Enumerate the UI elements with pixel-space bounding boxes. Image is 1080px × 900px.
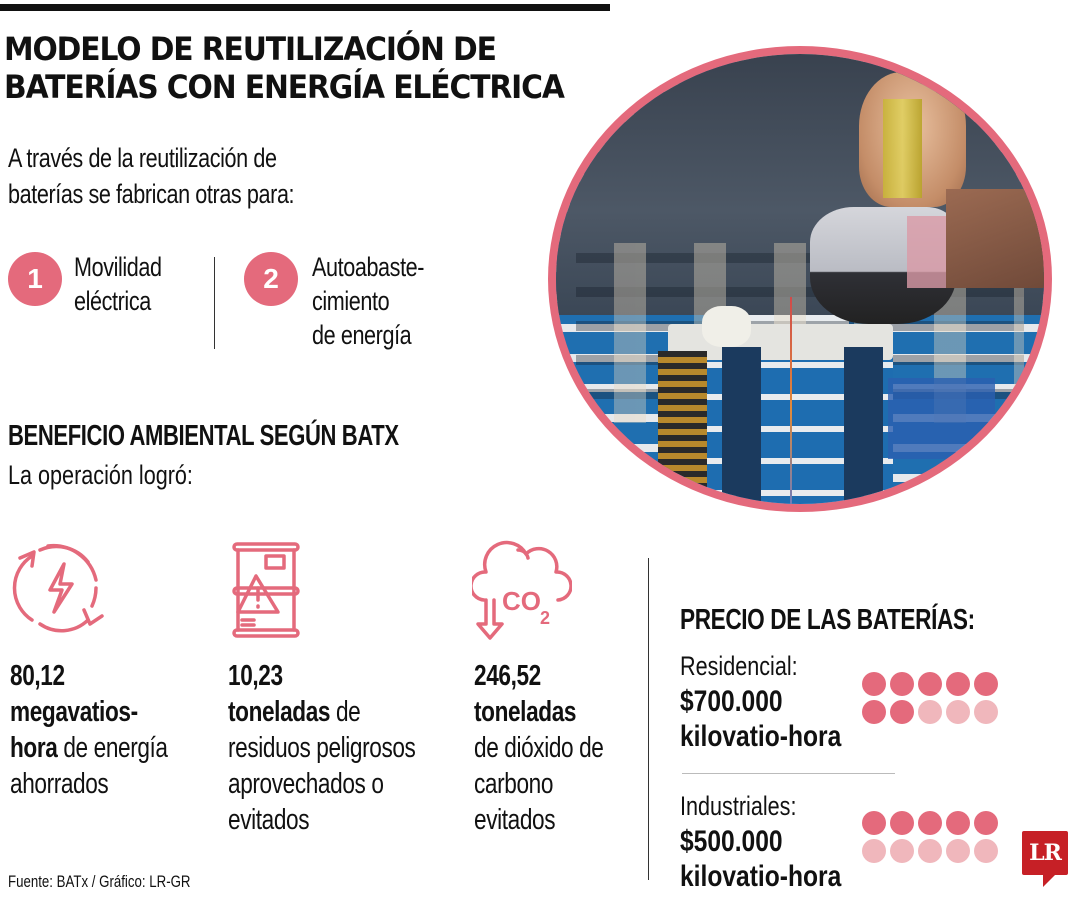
dot-filled [890,811,914,835]
price-industrial-unit: kilovatio-hora [680,860,842,893]
dot-filled [890,672,914,696]
photo-wires [790,297,793,504]
use-item-self-supply: Autoabaste- cimiento de energía [312,250,488,352]
top-rule [0,4,610,11]
dot-filled [918,811,942,835]
use-2-line-3: de energía [312,320,412,350]
dot-filled [862,672,886,696]
use-2-line-1: Autoabaste- [312,252,425,282]
battery-assembly-photo [548,46,1052,512]
photo-arm [946,189,1044,288]
price-industrial-dots [862,811,998,863]
dot-empty [918,839,942,863]
photo-content [556,54,1044,504]
lr-logo: LR [1022,831,1068,875]
dot-filled [946,811,970,835]
stat-co2-value: 246,52 [474,660,541,692]
price-residential-unit: kilovatio-hora [680,720,842,753]
photo-blue-box [887,378,996,459]
prices-divider [648,558,649,880]
intro-line-1: A través de la reutilización de [8,143,277,173]
stat-energy-saved: 80,12 megavatios- hora de energía ahorra… [10,658,205,802]
price-industrial-label: Industriales: [680,791,797,821]
benefits-heading: BENEFICIO AMBIENTAL SEGÚN BATX [8,420,399,452]
intro-line-2: baterías se fabrican otras para: [8,179,295,209]
dot-filled [974,811,998,835]
prices-heading: PRECIO DE LAS BATERÍAS: [680,604,975,636]
dot-empty [946,700,970,724]
stat-energy-unit-1: megavatios- [10,696,138,728]
use-number-2: 2 [263,263,279,294]
use-1-line-1: Movilidad [74,252,162,282]
stat-co2-desc-2: carbono [474,768,554,800]
hazardous-barrel-icon [232,542,300,638]
dot-filled [946,672,970,696]
uses-divider [214,257,215,349]
use-1-line-2: eléctrica [74,286,151,316]
stat-co2-unit: toneladas [474,696,577,728]
stat-hazardous-waste: 10,23 toneladas de residuos peligrosos a… [228,658,423,838]
stat-energy-unit-2: hora [10,732,58,764]
dot-empty [862,839,886,863]
dot-empty [918,700,942,724]
photo-frame-left [721,346,761,504]
lr-logo-text: LR [1029,840,1062,866]
price-residential-dots [862,672,998,724]
photo-tool [882,99,922,198]
photo-battery-cap [702,306,752,347]
stat-waste-unit: toneladas [228,696,331,728]
source-credit: Fuente: BATx / Gráfico: LR-GR [8,872,191,891]
dot-empty [974,839,998,863]
dot-empty [946,839,970,863]
stat-waste-desc-3: evitados [228,804,310,836]
use-item-mobility: Movilidad eléctrica [74,250,250,318]
title-line-1: MODELO DE REUTILIZACIÓN DE [4,30,497,68]
lr-logo-tail [1043,873,1057,887]
use-number-badge-1: 1 [8,252,62,306]
stat-energy-desc-2: ahorrados [10,768,109,800]
stat-waste-desc-1: residuos peligrosos [228,732,416,764]
page-title: MODELO DE REUTILIZACIÓN DE BATERÍAS CON … [4,30,581,106]
use-number-badge-2: 2 [244,252,298,306]
use-number-1: 1 [27,263,43,294]
co2-label-glyph: CO [502,586,541,616]
dot-filled [974,672,998,696]
stat-waste-desc-2: aprovechados o [228,768,384,800]
photo-circuit [658,351,708,504]
price-industrial-value: $500.000 [680,825,783,858]
prices-separator [682,773,895,774]
photo-frame-right [843,346,883,504]
dot-filled [918,672,942,696]
energy-recycle-icon [12,543,104,633]
co2-reduction-icon: CO 2 [472,540,572,640]
stat-co2-avoided: 246,52 toneladas de dióxido de carbono e… [474,658,669,838]
dot-filled [862,811,886,835]
stat-co2-desc-3: evitados [474,804,556,836]
stat-energy-desc-1: de energía [57,732,168,764]
svg-text:2: 2 [540,608,550,628]
benefits-subtitle: La operación logró: [8,460,193,490]
dot-filled [862,700,886,724]
stat-co2-desc-1: de dióxido de [474,732,604,764]
price-residential-value: $700.000 [680,685,783,718]
intro-text: A través de la reutilización de baterías… [8,140,344,212]
dot-empty [974,700,998,724]
stat-energy-value: 80,12 [10,660,65,692]
dot-empty [890,839,914,863]
price-residential-label: Residencial: [680,651,798,681]
use-2-line-2: cimiento [312,286,390,316]
dot-filled [890,700,914,724]
title-line-2: BATERÍAS CON ENERGÍA ELÉCTRICA [4,68,565,106]
stat-waste-value: 10,23 [228,660,283,692]
stat-waste-desc-0: de [330,696,361,728]
